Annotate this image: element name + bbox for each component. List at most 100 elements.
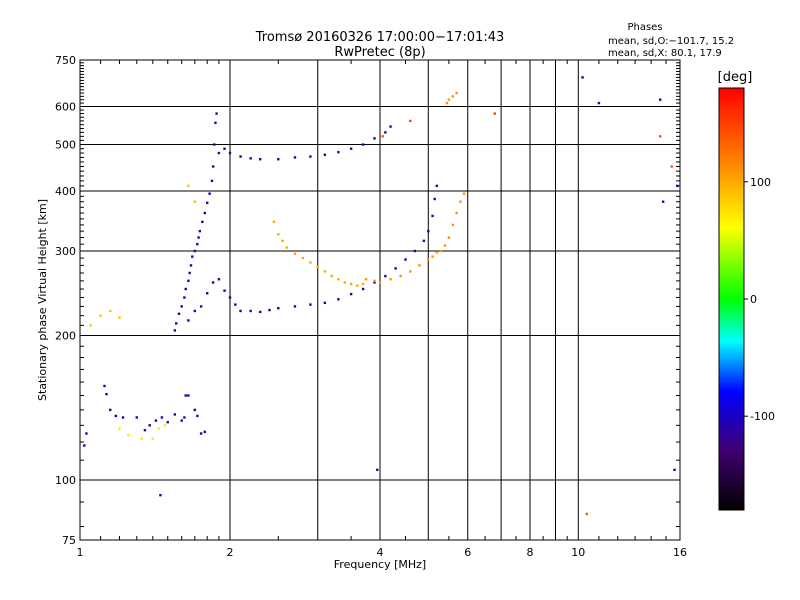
y-tick-label: 100 <box>55 474 76 487</box>
x-tick-label: 1 <box>77 546 84 559</box>
data-point <box>249 157 252 160</box>
data-point <box>191 255 194 258</box>
data-point <box>239 155 242 158</box>
colorbar-ticks: 100 0 -100 <box>744 176 775 423</box>
data-point <box>118 316 121 319</box>
data-point <box>361 282 365 286</box>
data-point <box>118 427 121 430</box>
data-point <box>277 233 280 236</box>
data-point <box>277 307 280 310</box>
data-point <box>177 312 181 315</box>
y-tick-label: 400 <box>55 185 76 198</box>
data-point <box>217 278 221 281</box>
data-point <box>378 281 382 284</box>
x-tick-label: 4 <box>377 546 384 559</box>
data-point <box>180 305 183 308</box>
data-point <box>597 101 601 105</box>
data-point <box>373 281 376 284</box>
data-point <box>259 158 262 161</box>
data-point <box>196 414 199 418</box>
data-point <box>361 143 365 146</box>
data-point <box>193 309 197 313</box>
data-point <box>268 308 271 312</box>
data-point <box>228 296 232 299</box>
data-point <box>135 416 138 419</box>
colorbar-tick-label: 0 <box>750 293 757 306</box>
data-point <box>316 265 319 269</box>
data-point <box>210 179 214 183</box>
data-point <box>175 322 178 325</box>
data-point <box>427 229 430 233</box>
data-point <box>364 278 368 281</box>
data-point <box>581 76 584 79</box>
data-point <box>277 158 280 161</box>
data-point <box>83 444 86 447</box>
data-point <box>431 214 434 218</box>
legend-title: Phases <box>627 22 662 33</box>
data-point <box>154 419 158 422</box>
y-tick-label: 75 <box>62 534 76 547</box>
data-point <box>323 153 327 156</box>
data-point <box>293 305 297 308</box>
data-point <box>349 147 353 150</box>
y-tick-label: 600 <box>55 101 76 114</box>
x-tick-label: 16 <box>673 546 687 559</box>
data-point <box>197 236 200 239</box>
data-point <box>355 284 359 287</box>
data-point <box>198 229 202 233</box>
data-point <box>127 433 130 437</box>
x-tick-label: 2 <box>227 546 234 559</box>
data-point <box>293 156 297 159</box>
data-point <box>462 192 466 195</box>
data-point <box>293 252 297 256</box>
data-point <box>493 112 497 115</box>
data-point <box>435 184 438 188</box>
data-point <box>239 309 242 313</box>
data-point <box>223 289 226 292</box>
legend-line-x: mean, sd,X: 80.1, 17.9 <box>608 48 722 59</box>
data-point <box>180 419 183 422</box>
data-point <box>337 278 340 281</box>
data-point <box>323 270 327 273</box>
data-point <box>585 512 588 516</box>
data-point <box>422 239 426 243</box>
data-point <box>89 324 92 327</box>
x-axis: 1 2 4 6 8 10 16 <box>77 60 687 559</box>
data-point <box>384 131 387 134</box>
data-point <box>199 305 203 308</box>
data-point <box>151 437 155 440</box>
data-point <box>187 184 190 188</box>
data-point <box>201 220 204 224</box>
colorbar <box>718 87 745 511</box>
data-point <box>427 258 430 261</box>
data-point <box>285 246 288 249</box>
data-point <box>373 279 376 283</box>
data-point <box>673 468 676 472</box>
data-point <box>85 432 88 435</box>
data-point <box>381 135 384 138</box>
data-point <box>361 287 365 291</box>
data-point <box>399 274 402 278</box>
data-point <box>208 192 211 195</box>
data-point <box>109 309 112 313</box>
data-point <box>160 416 164 419</box>
data-point <box>404 258 407 261</box>
colorbar-label: [deg] <box>718 70 753 85</box>
data-point <box>173 413 177 416</box>
data-point <box>187 279 190 283</box>
chart-title: Tromsø 20160326 17:00:00−17:01:43 <box>255 30 505 45</box>
data-point <box>217 151 221 155</box>
data-point <box>188 271 191 275</box>
data-point <box>323 301 327 305</box>
chart-subtitle: RwPretec (8p) <box>334 45 425 60</box>
data-point <box>223 147 226 150</box>
data-point <box>384 274 387 278</box>
data-point <box>143 429 147 432</box>
data-point <box>211 281 215 284</box>
data-point <box>451 223 455 227</box>
colorbar-tick-label: -100 <box>750 410 775 423</box>
data-point <box>157 427 161 430</box>
data-point <box>121 416 125 419</box>
data-point <box>249 309 252 313</box>
data-point <box>259 310 262 314</box>
